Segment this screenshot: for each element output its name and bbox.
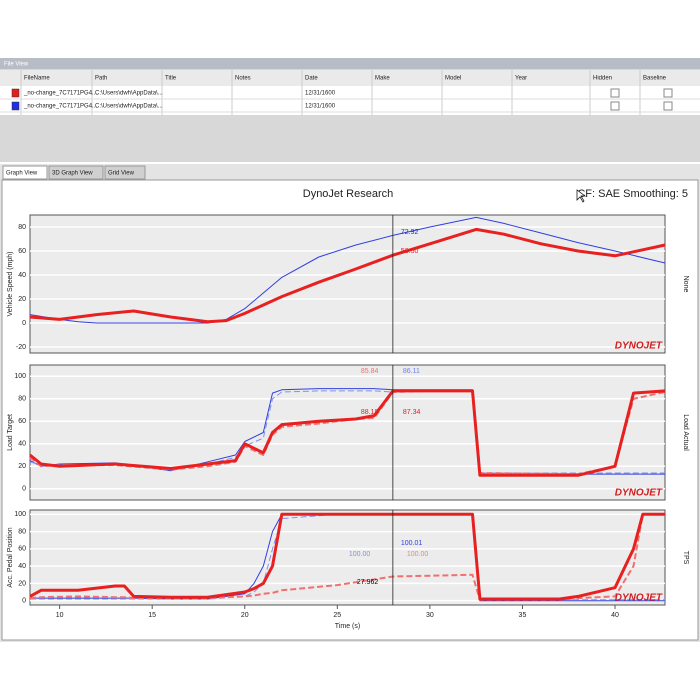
plot-area <box>29 214 666 354</box>
tab-label[interactable]: 3D Graph View <box>52 171 93 177</box>
y-tick-label: 80 <box>18 396 26 403</box>
y-tick-label: 60 <box>18 248 26 255</box>
plot-area <box>29 509 666 606</box>
series-line <box>29 227 666 324</box>
series-line <box>30 513 665 601</box>
file-date: 12/31/1600 <box>305 104 336 110</box>
y-axis-label: Vehicle Speed (mph) <box>7 252 14 317</box>
y-tick-label: 40 <box>18 272 26 279</box>
cursor-value: 100.00 <box>349 551 371 558</box>
y-tick-label: 20 <box>18 580 26 587</box>
graph-title: DynoJet Research <box>303 188 394 200</box>
series-line <box>29 389 666 477</box>
cursor-value: 27.962 <box>357 579 379 586</box>
cursor-value: 87.34 <box>403 409 421 416</box>
column-header[interactable]: Hidden <box>593 76 612 82</box>
column-header[interactable]: Path <box>95 76 107 82</box>
cursor-value: 85.84 <box>361 368 379 375</box>
y-tick-label: 20 <box>18 463 26 470</box>
file-view-title: File View <box>4 62 29 68</box>
graph-info: CF: SAE Smoothing: 5 <box>577 188 688 200</box>
cursor-value: 72.92 <box>401 229 419 236</box>
y-tick-label: 100 <box>14 511 26 518</box>
tab-label[interactable]: Grid View <box>108 171 135 177</box>
column-header[interactable]: FileName <box>24 76 50 82</box>
series-line <box>29 216 666 324</box>
x-tick-label: 40 <box>611 612 619 619</box>
y-tick-label: 80 <box>18 224 26 231</box>
logo: DYNOJET <box>615 593 663 604</box>
column-header[interactable]: Year <box>515 76 527 82</box>
tab[interactable] <box>2 165 48 180</box>
file-name: _no-change_7C7171PG4... <box>23 104 97 110</box>
y-tick-label: 40 <box>18 563 26 570</box>
y-tick-label: 80 <box>18 528 26 535</box>
cursor-value: 100.00 <box>407 551 429 558</box>
cursor-value: 88.18 <box>361 409 379 416</box>
tab[interactable] <box>104 165 146 180</box>
checkbox[interactable] <box>663 101 673 111</box>
x-tick-label: 20 <box>241 612 249 619</box>
y-tick-label: 40 <box>18 441 26 448</box>
mouse-cursor <box>576 189 587 203</box>
file-date: 12/31/1600 <box>305 91 336 97</box>
tab-label[interactable]: Graph View <box>6 171 38 177</box>
tab[interactable] <box>48 165 104 180</box>
column-header[interactable]: Baseline <box>643 76 667 82</box>
checkbox[interactable] <box>610 101 620 111</box>
y-tick-label: 0 <box>22 598 26 605</box>
file-table-header <box>0 70 700 86</box>
logo: DYNOJET <box>615 488 663 499</box>
plot-area <box>29 364 666 501</box>
logo: DYNOJET <box>615 341 663 352</box>
column-header[interactable]: Model <box>445 76 461 82</box>
x-tick-label: 10 <box>56 612 64 619</box>
x-tick-label: 25 <box>333 612 341 619</box>
y-tick-label: -20 <box>16 344 26 351</box>
series-line <box>29 512 665 601</box>
x-tick-label: 35 <box>519 612 527 619</box>
x-axis-label: Time (s) <box>335 623 360 630</box>
row-color[interactable] <box>11 88 20 98</box>
cursor-value: 100.01 <box>401 540 423 547</box>
y-axis-label: Acc. Pedal Position <box>7 527 14 587</box>
y2-axis-label: None <box>682 276 689 293</box>
series-line <box>29 389 666 476</box>
file-name: _no-change_7C7171PG4... <box>23 91 97 97</box>
y-tick-label: 60 <box>18 418 26 425</box>
y-tick-label: 20 <box>18 296 26 303</box>
y-tick-label: 0 <box>22 320 26 327</box>
x-tick-label: 15 <box>148 612 156 619</box>
y-tick-label: 100 <box>14 373 26 380</box>
file-path: C:\Users\dwh\AppData\... <box>95 91 163 97</box>
y2-axis-label: TPS <box>682 551 689 565</box>
cursor-value: 86.11 <box>403 368 420 375</box>
column-header[interactable]: Title <box>165 76 177 82</box>
file-path: C:\Users\dwh\AppData\... <box>95 104 163 110</box>
column-header[interactable]: Make <box>375 76 390 82</box>
x-tick-label: 30 <box>426 612 434 619</box>
y-axis-label: Load Target <box>7 414 14 451</box>
y2-axis-label: Load Actual <box>682 414 689 451</box>
checkbox[interactable] <box>610 88 620 98</box>
checkbox[interactable] <box>663 88 673 98</box>
cursor-value: 56.50 <box>401 248 419 255</box>
file-view-titlebar <box>0 58 700 69</box>
y-tick-label: 60 <box>18 546 26 553</box>
y-tick-label: 0 <box>22 486 26 493</box>
row-color[interactable] <box>11 101 20 111</box>
series-line <box>29 513 665 601</box>
column-header[interactable]: Notes <box>235 76 251 82</box>
column-header[interactable]: Date <box>305 76 318 82</box>
